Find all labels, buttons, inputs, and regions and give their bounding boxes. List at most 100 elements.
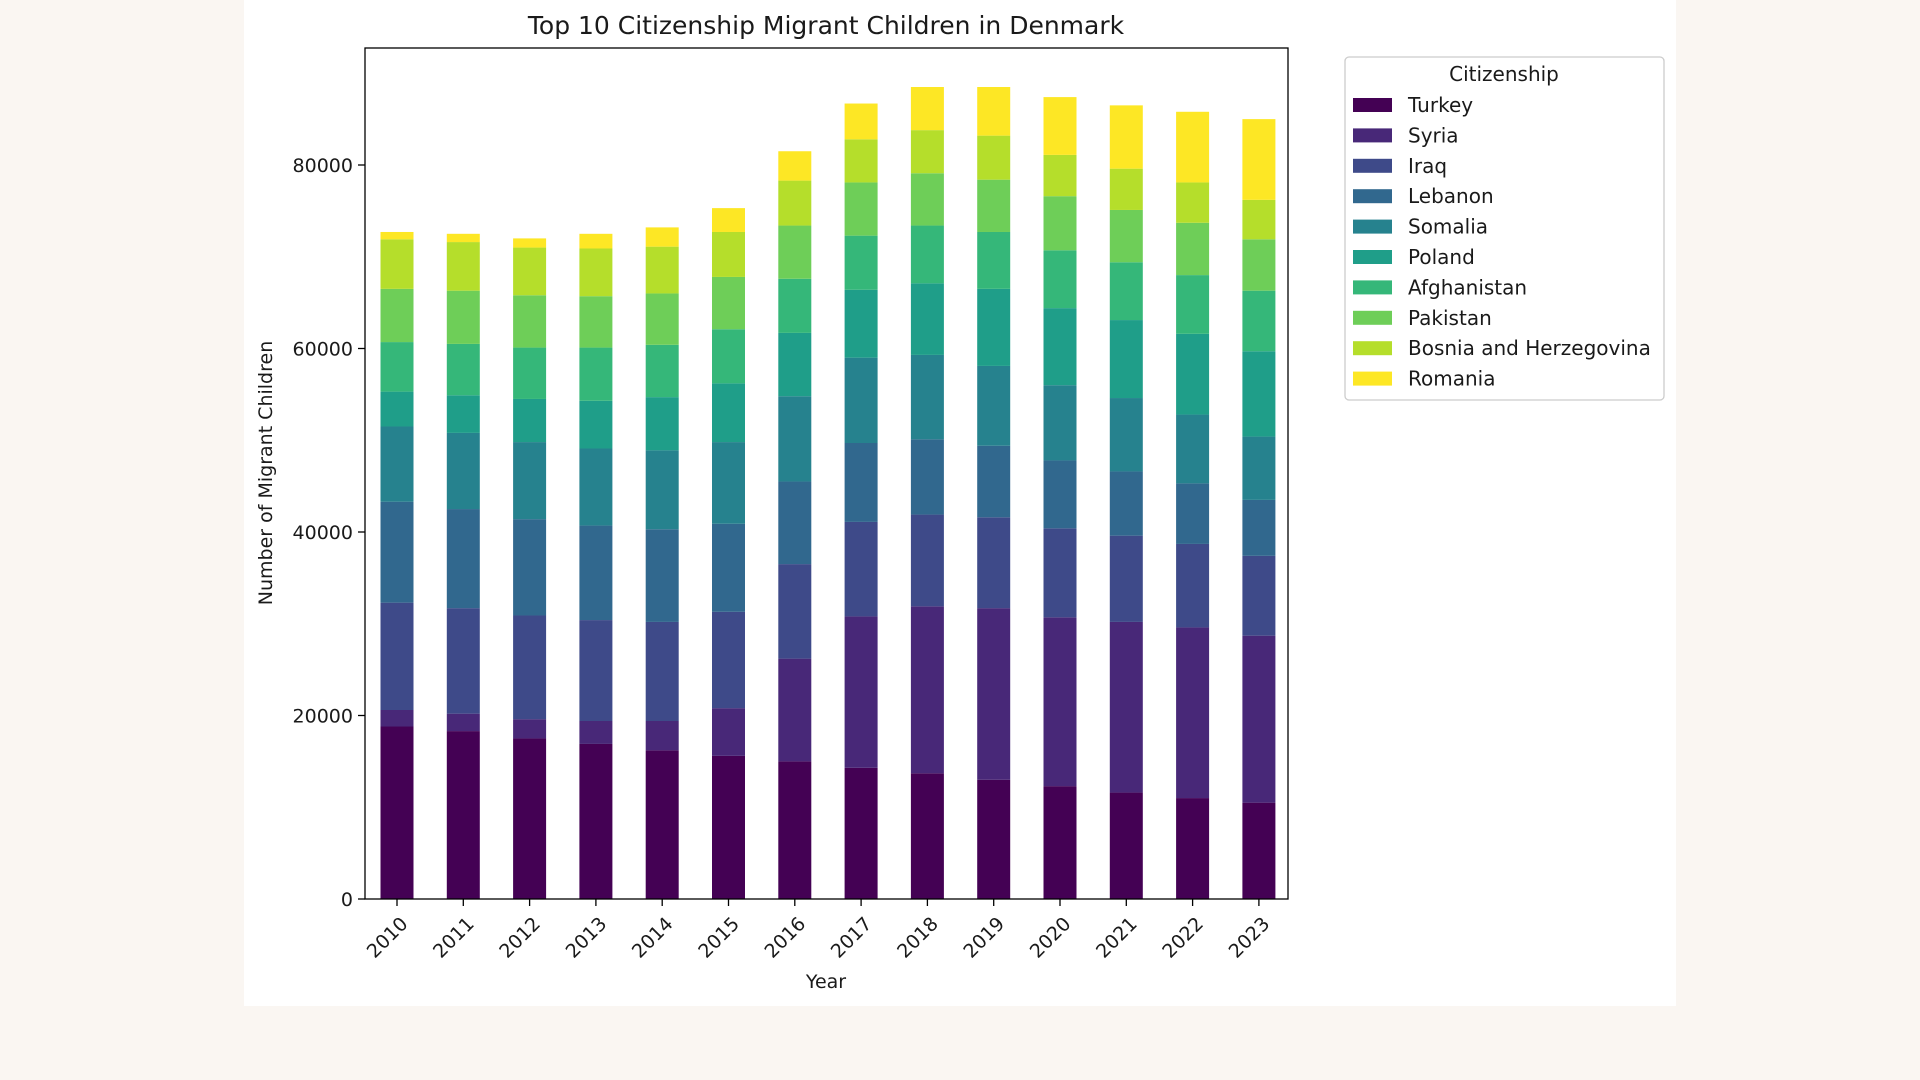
legend-swatch-lebanon xyxy=(1353,189,1392,204)
bar-segment-afghanistan-2014 xyxy=(645,344,679,398)
bar-segment-poland-2023 xyxy=(1242,351,1276,437)
bar-segment-poland-2016 xyxy=(778,332,812,397)
bar-segment-iraq-2017 xyxy=(844,521,878,617)
bar-segment-pakistan-2017 xyxy=(844,182,878,236)
x-tick-label: 2020 xyxy=(1026,913,1076,963)
x-axis-label: Year xyxy=(805,971,846,993)
bar-segment-syria-2021 xyxy=(1109,621,1143,793)
bar-segment-iraq-2023 xyxy=(1242,555,1276,636)
bar-segment-poland-2019 xyxy=(977,288,1011,366)
bar-segment-iraq-2013 xyxy=(579,620,613,722)
x-tick-label: 2012 xyxy=(495,913,545,963)
legend-swatch-syria xyxy=(1353,128,1392,143)
bar-segment-bosnia-and-herzegovina-2018 xyxy=(910,130,944,174)
x-tick-label: 2019 xyxy=(959,913,1009,963)
bar-segment-turkey-2011 xyxy=(446,731,480,899)
legend-label: Somalia xyxy=(1408,215,1488,239)
bar-segment-poland-2012 xyxy=(513,398,547,443)
bar-segment-somalia-2017 xyxy=(844,357,878,443)
legend-label: Iraq xyxy=(1408,154,1447,178)
bar-segment-lebanon-2022 xyxy=(1176,483,1210,544)
bar-segment-poland-2011 xyxy=(446,395,480,433)
bar-segment-lebanon-2013 xyxy=(579,525,613,621)
bar-segment-pakistan-2018 xyxy=(910,173,944,226)
legend-swatch-romania xyxy=(1353,371,1392,386)
legend-label: Pakistan xyxy=(1408,306,1492,330)
bar-segment-somalia-2011 xyxy=(446,432,480,510)
x-tick-label: 2011 xyxy=(429,913,479,963)
bar-segment-iraq-2019 xyxy=(977,517,1011,609)
bar-segment-afghanistan-2023 xyxy=(1242,290,1276,352)
bar-segment-romania-2014 xyxy=(645,227,679,247)
y-tick-label: 0 xyxy=(341,889,353,911)
y-axis-label: Number of Migrant Children xyxy=(255,341,277,606)
bar-segment-romania-2010 xyxy=(380,231,414,240)
bar-segment-iraq-2012 xyxy=(513,615,547,720)
bar-segment-syria-2016 xyxy=(778,658,812,762)
bar-segment-lebanon-2023 xyxy=(1242,499,1276,556)
bar-segment-somalia-2012 xyxy=(513,442,547,520)
legend: Citizenship Turkey Syria Iraq Lebanon Somali… xyxy=(1344,56,1665,401)
legend-swatch-afghanistan xyxy=(1353,280,1392,295)
x-tick-label: 2016 xyxy=(760,913,810,963)
bar-segment-iraq-2022 xyxy=(1176,543,1210,628)
bar-segment-bosnia-and-herzegovina-2013 xyxy=(579,248,613,297)
bar-segment-turkey-2020 xyxy=(1043,786,1077,899)
legend-title: Citizenship xyxy=(1449,62,1559,86)
bar-segment-bosnia-and-herzegovina-2017 xyxy=(844,139,878,183)
bar-segment-romania-2020 xyxy=(1043,97,1077,155)
bar-segment-somalia-2013 xyxy=(579,448,613,526)
bar-segment-lebanon-2020 xyxy=(1043,460,1077,529)
y-tick-label: 80000 xyxy=(293,155,353,177)
bar-segment-pakistan-2016 xyxy=(778,225,812,279)
bar-segment-afghanistan-2010 xyxy=(380,342,414,392)
bar-segment-iraq-2016 xyxy=(778,564,812,659)
bar-segment-pakistan-2013 xyxy=(579,296,613,348)
bar-segment-bosnia-and-herzegovina-2023 xyxy=(1242,199,1276,240)
bar-segment-syria-2017 xyxy=(844,616,878,768)
bar-segment-pakistan-2021 xyxy=(1109,209,1143,263)
legend-label: Turkey xyxy=(1407,93,1473,117)
bar-segment-lebanon-2021 xyxy=(1109,471,1143,536)
bar-segment-iraq-2015 xyxy=(712,611,745,709)
bar-segment-romania-2022 xyxy=(1176,111,1210,183)
bar-segment-poland-2017 xyxy=(844,289,878,358)
bar-segment-somalia-2015 xyxy=(712,442,745,524)
bar-segment-romania-2015 xyxy=(712,208,745,232)
bar-segment-bosnia-and-herzegovina-2021 xyxy=(1109,168,1143,210)
bar-segment-pakistan-2012 xyxy=(513,295,547,348)
bar-segment-syria-2019 xyxy=(977,608,1011,780)
bar-segment-turkey-2017 xyxy=(844,767,878,899)
bar-segment-afghanistan-2022 xyxy=(1176,275,1210,334)
bar-segment-bosnia-and-herzegovina-2016 xyxy=(778,180,812,226)
bar-segment-turkey-2015 xyxy=(712,755,745,899)
x-axis-ticks: 2010 2011 2012 2013 2014 2015 2016 2017 2018 2019… xyxy=(363,899,1274,963)
bar-segment-pakistan-2011 xyxy=(446,290,480,344)
x-tick-label: 2018 xyxy=(893,913,943,963)
bar-segment-pakistan-2010 xyxy=(380,288,414,343)
bar-segment-romania-2018 xyxy=(910,87,944,131)
bar-segment-romania-2023 xyxy=(1242,119,1276,200)
legend-label: Syria xyxy=(1408,123,1459,147)
bar-segment-turkey-2018 xyxy=(910,773,944,899)
bar-segment-turkey-2019 xyxy=(977,779,1011,899)
bar-segment-iraq-2018 xyxy=(910,514,944,607)
bar-segment-bosnia-and-herzegovina-2014 xyxy=(645,246,679,294)
bar-segment-lebanon-2010 xyxy=(380,501,414,603)
bar-segment-somalia-2019 xyxy=(977,365,1011,446)
bar-segment-afghanistan-2013 xyxy=(579,347,613,401)
bars-layer xyxy=(380,87,1276,900)
bar-segment-syria-2010 xyxy=(380,710,414,727)
x-tick-label: 2015 xyxy=(694,913,744,963)
bar-segment-turkey-2021 xyxy=(1109,792,1143,899)
x-tick-label: 2017 xyxy=(827,913,877,963)
bar-segment-afghanistan-2020 xyxy=(1043,250,1077,309)
bar-segment-bosnia-and-herzegovina-2015 xyxy=(712,231,745,277)
bar-segment-poland-2013 xyxy=(579,400,613,449)
bar-segment-somalia-2020 xyxy=(1043,385,1077,461)
bar-segment-pakistan-2022 xyxy=(1176,222,1210,276)
bar-segment-lebanon-2014 xyxy=(645,529,679,622)
bar-segment-afghanistan-2015 xyxy=(712,329,745,384)
bar-segment-lebanon-2016 xyxy=(778,481,812,565)
